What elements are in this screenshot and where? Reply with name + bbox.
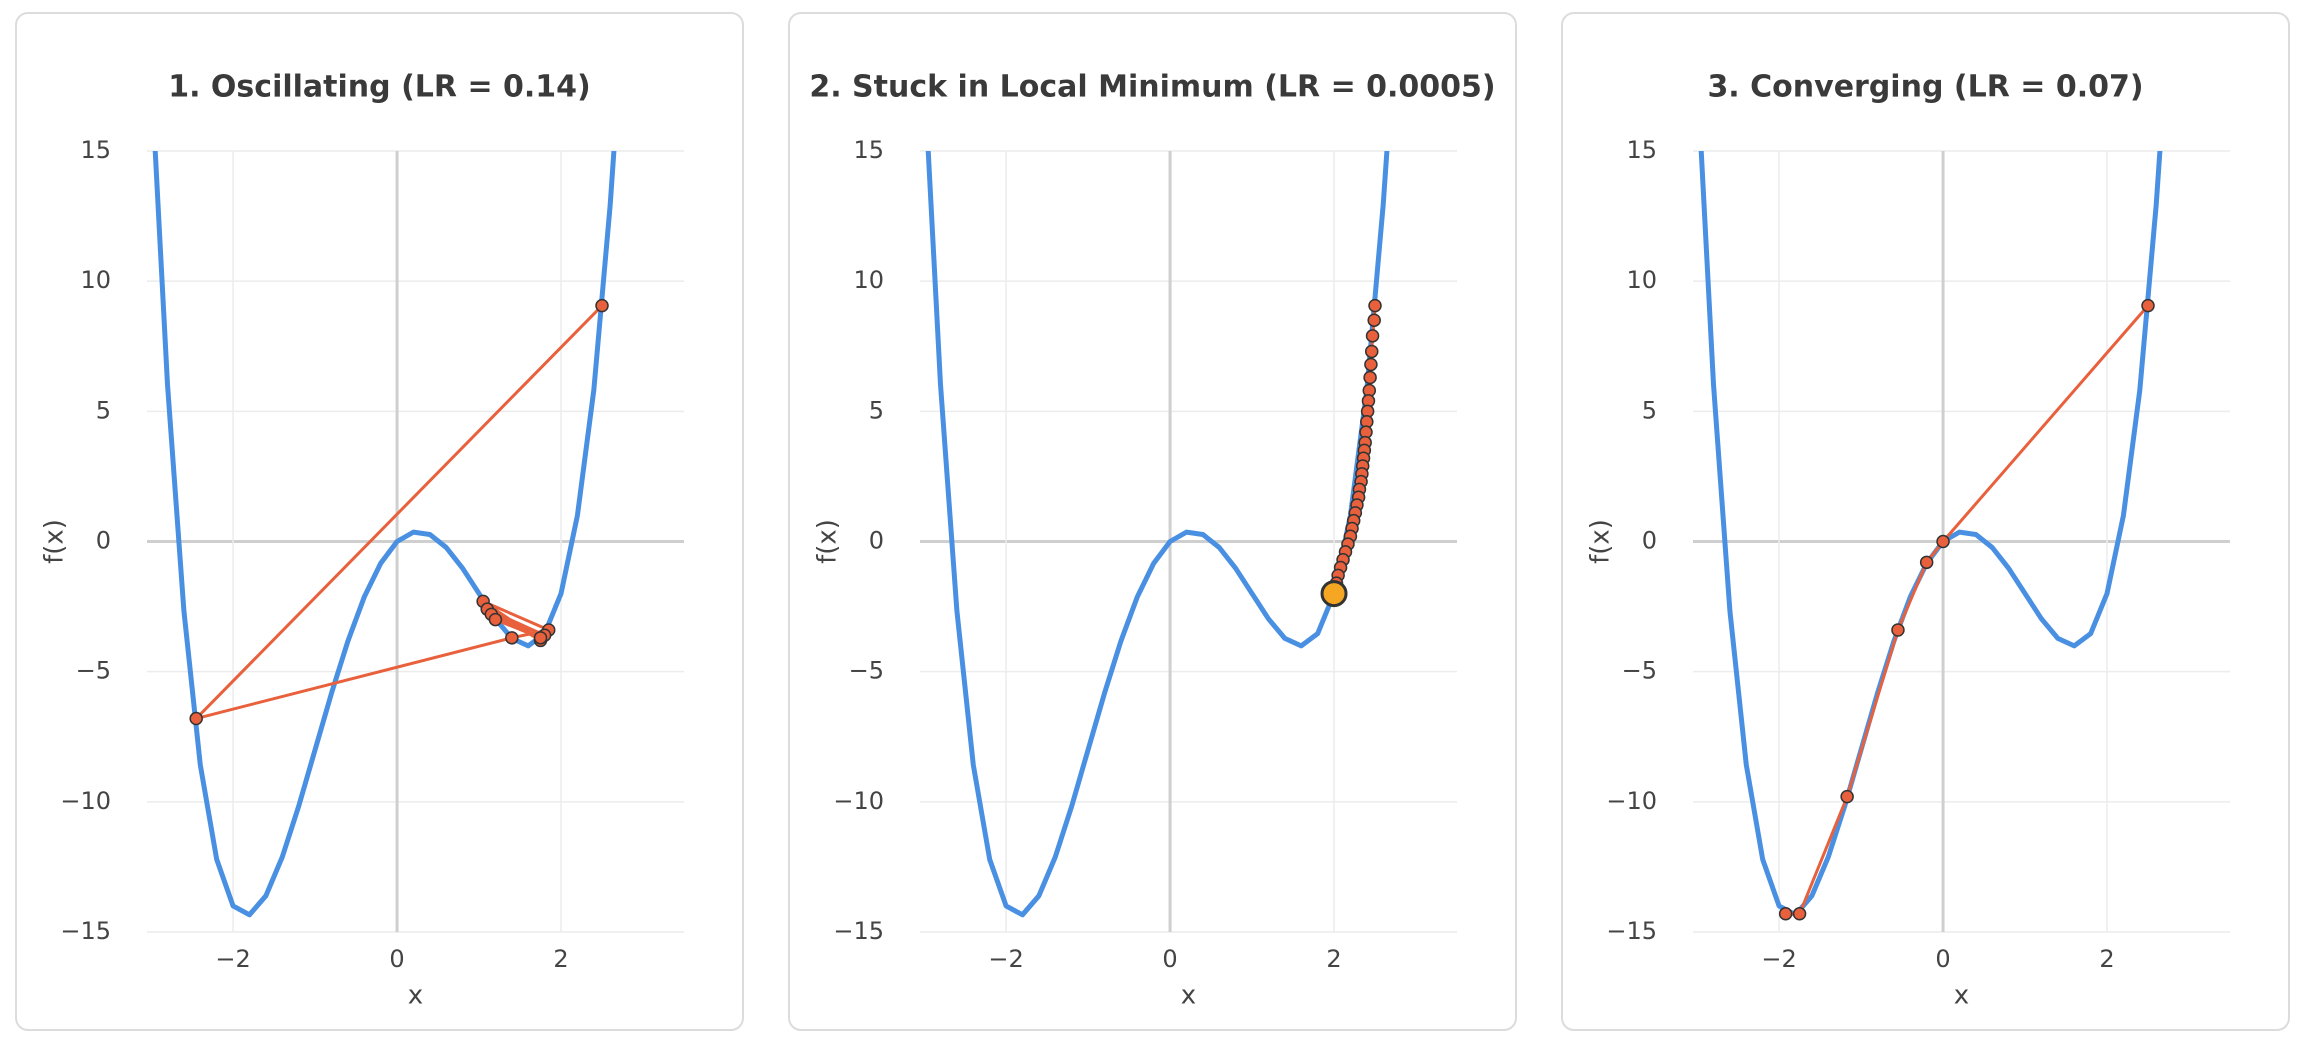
y-tick-label: −5 <box>1622 657 1657 685</box>
y-tick-label: −5 <box>76 657 111 685</box>
y-axis-label: f(x) <box>813 519 843 564</box>
panel-background <box>788 12 1517 1031</box>
chart-title: 2. Stuck in Local Minimum (LR = 0.0005) <box>809 70 1495 105</box>
x-axis-label: x <box>1181 981 1196 1011</box>
x-tick-label: 2 <box>553 945 568 973</box>
step-point <box>1936 534 1950 549</box>
x-axis-label: x <box>408 981 423 1011</box>
y-tick-label: 5 <box>1642 396 1657 424</box>
y-tick-label: 5 <box>96 396 111 424</box>
x-tick-label: −2 <box>988 945 1023 973</box>
function-curve <box>925 151 1390 918</box>
chart-title: 1. Oscillating (LR = 0.14) <box>168 70 591 105</box>
y-tick-label: 15 <box>853 136 884 164</box>
step-point <box>1365 329 1380 343</box>
x-tick-label: 2 <box>1326 945 1341 973</box>
y-tick-label: −15 <box>833 917 884 945</box>
y-tick-label: 15 <box>80 136 111 164</box>
step-point <box>505 631 519 645</box>
step-point <box>488 612 503 627</box>
x-tick-label: −2 <box>1761 945 1796 973</box>
y-tick-label: 10 <box>1626 266 1657 294</box>
step-point <box>1364 344 1379 359</box>
step-point <box>1792 907 1807 921</box>
y-tick-label: −15 <box>1606 917 1657 945</box>
x-tick-label: 0 <box>389 945 404 973</box>
step-point <box>1367 313 1381 327</box>
y-tick-label: 0 <box>96 527 111 555</box>
step-point <box>1778 907 1793 921</box>
y-tick-label: 0 <box>1642 527 1657 555</box>
step-point <box>189 711 203 726</box>
panel-background <box>15 12 744 1031</box>
step-point <box>1368 298 1382 313</box>
x-tick-label: 2 <box>2099 945 2114 973</box>
y-tick-label: −10 <box>60 787 111 815</box>
y-tick-label: −15 <box>60 917 111 945</box>
chart-panel: 2. Stuck in Local Minimum (LR = 0.0005) −… <box>788 12 1517 1031</box>
x-tick-label: 0 <box>1935 945 1950 973</box>
step-point <box>595 298 609 313</box>
x-axis-label: x <box>1954 981 1969 1011</box>
y-tick-label: 10 <box>80 266 111 294</box>
step-point <box>533 631 548 645</box>
step-point <box>2141 298 2155 313</box>
y-tick-label: 0 <box>869 527 884 555</box>
y-tick-label: 5 <box>869 396 884 424</box>
step-point <box>1840 789 1854 804</box>
step-point <box>1919 555 1934 570</box>
y-tick-label: −10 <box>833 787 884 815</box>
x-tick-label: 0 <box>1162 945 1177 973</box>
y-tick-label: −5 <box>849 657 884 685</box>
y-axis-label: f(x) <box>40 519 70 564</box>
y-tick-label: 15 <box>1626 136 1657 164</box>
y-tick-label: 10 <box>853 266 884 294</box>
chart-panel: 3. Converging (LR = 0.07) −15 −10 −5 0 5 10 15 −… <box>1561 12 2290 1031</box>
step-point <box>1363 370 1377 385</box>
step-point <box>1891 623 1905 637</box>
y-tick-label: −10 <box>1606 787 1657 815</box>
chart-title: 3. Converging (LR = 0.07) <box>1707 70 2143 105</box>
final-point <box>1320 580 1348 608</box>
y-axis-label: f(x) <box>1586 519 1616 564</box>
panel-background <box>1561 12 2290 1031</box>
step-point <box>1364 357 1378 372</box>
chart-panel: 1. Oscillating (LR = 0.14) −15 −10 −5 0 5 10 15… <box>15 12 744 1031</box>
x-tick-label: −2 <box>215 945 250 973</box>
